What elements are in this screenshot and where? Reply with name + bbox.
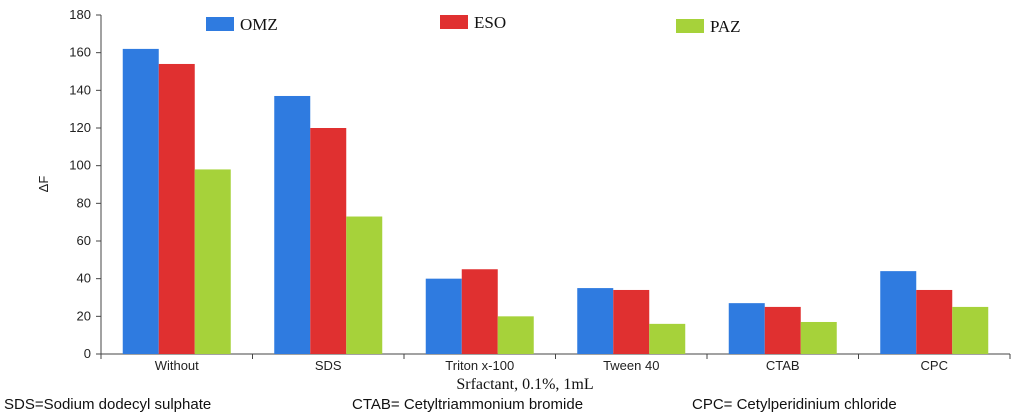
x-tick-label: Without [155,358,199,373]
bar-omz [425,278,462,354]
legend-label-eso: ESO [474,13,506,32]
bar-paz [497,316,534,354]
bar-eso [916,289,953,354]
x-tick-label: SDS [315,358,342,373]
footnote-ctab: CTAB= Cetyltriammonium bromide [352,396,584,413]
y-axis-label: ΔF [36,176,51,193]
y-tick-label: 40 [77,271,91,286]
bars [122,48,989,355]
bar-eso [310,128,347,354]
y-tick-label: 20 [77,308,91,323]
bar-eso [764,306,801,354]
footnote-sds: SDS=Sodium dodecyl sulphate [4,396,212,413]
bar-eso [613,289,650,354]
bar-chart: 0 20 40 60 80 100 120 140 160 180 Without SDS Trito… [36,7,1011,393]
y-tick-label: 80 [77,195,91,210]
bar-omz [274,95,311,354]
x-tick-label: Tween 40 [603,358,659,373]
bar-paz [800,321,837,354]
y-tick-label: 120 [69,120,91,135]
x-tick-label: CTAB [766,358,800,373]
bar-paz [346,216,383,354]
x-tick-label: CPC [921,358,948,373]
y-tick-label: 140 [69,82,91,97]
legend: OMZ ESO PAZ [206,13,741,36]
bar-omz [122,48,159,355]
legend-swatch-eso [440,15,468,29]
bar-eso [461,269,498,354]
legend-swatch-paz [676,19,704,33]
bar-paz [194,169,231,354]
legend-label-paz: PAZ [710,17,741,36]
y-tick-label: 160 [69,45,91,60]
footnote-cpc: CPC= Cetylperidinium chloride [692,396,897,413]
x-axis-label: Srfactant, 0.1%, 1mL [456,376,593,393]
legend-label-omz: OMZ [240,15,278,34]
bar-paz [649,323,686,354]
bar-eso [158,63,195,354]
bar-omz [880,271,917,354]
x-tick-label: Triton x-100 [445,358,514,373]
legend-swatch-omz [206,17,234,31]
y-tick-label: 180 [69,7,91,22]
y-axis: 0 20 40 60 80 100 120 140 160 180 [69,7,102,361]
x-axis: Without SDS Triton x-100 Tween 40 CTAB CPC [100,353,1011,373]
y-tick-label: 0 [84,346,91,361]
y-tick-label: 60 [77,233,91,248]
y-tick-label: 100 [69,158,91,173]
bar-paz [952,306,989,354]
bar-omz [577,288,614,354]
bar-omz [728,303,765,354]
